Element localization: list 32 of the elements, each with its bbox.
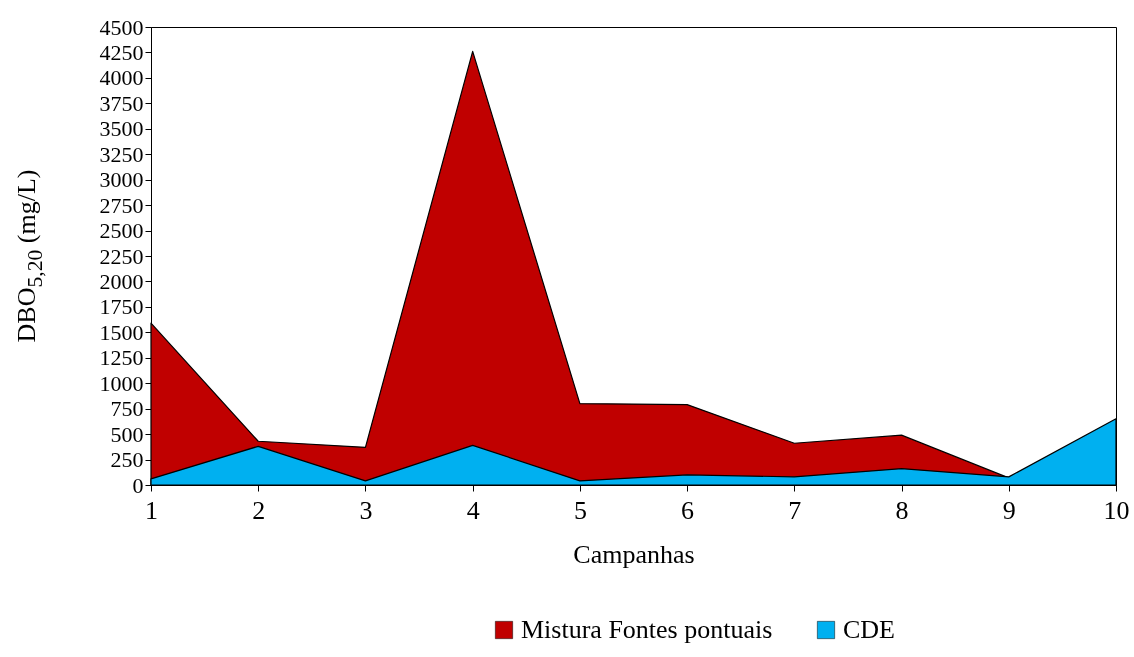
x-tick-label: 3 [359, 495, 373, 525]
x-axis-title: Campanhas [573, 539, 695, 569]
x-tick-label: 9 [1002, 495, 1016, 525]
x-tick-label: 4 [466, 495, 480, 525]
y-tick-label: 3000 [99, 167, 144, 193]
y-tick-label: 250 [110, 447, 144, 473]
x-tick-label: 8 [895, 495, 909, 525]
y-tick-label: 2250 [99, 243, 144, 269]
y-tick-label: 4500 [99, 14, 144, 40]
legend-label: CDE [843, 615, 895, 644]
y-tick-label: 500 [110, 421, 144, 447]
y-tick-label: 3750 [99, 90, 144, 116]
y-tick-label: 2750 [99, 192, 144, 218]
legend-label: Mistura Fontes pontuais [521, 615, 773, 644]
x-tick-label: 7 [788, 495, 802, 525]
y-tick-label: 0 [132, 472, 144, 498]
y-tick-label: 1250 [99, 345, 144, 371]
y-tick-label: 2000 [99, 268, 144, 294]
y-tick-label: 4000 [99, 65, 144, 91]
x-tick-label: 6 [681, 495, 695, 525]
x-tick-label: 5 [573, 495, 587, 525]
y-tick-label: 4250 [99, 39, 144, 65]
x-tick-label: 2 [252, 495, 266, 525]
y-tick-label: 3250 [99, 141, 144, 167]
x-tick-label: 1 [145, 495, 158, 525]
x-tick-label: 10 [1103, 495, 1130, 525]
y-tick-label: 2500 [99, 218, 144, 244]
y-tick-label: 3500 [99, 116, 144, 142]
y-tick-label: 1000 [99, 370, 144, 396]
y-tick-label: 750 [110, 396, 144, 422]
y-tick-label: 1500 [99, 319, 144, 345]
y-tick-label: 1750 [99, 294, 144, 320]
